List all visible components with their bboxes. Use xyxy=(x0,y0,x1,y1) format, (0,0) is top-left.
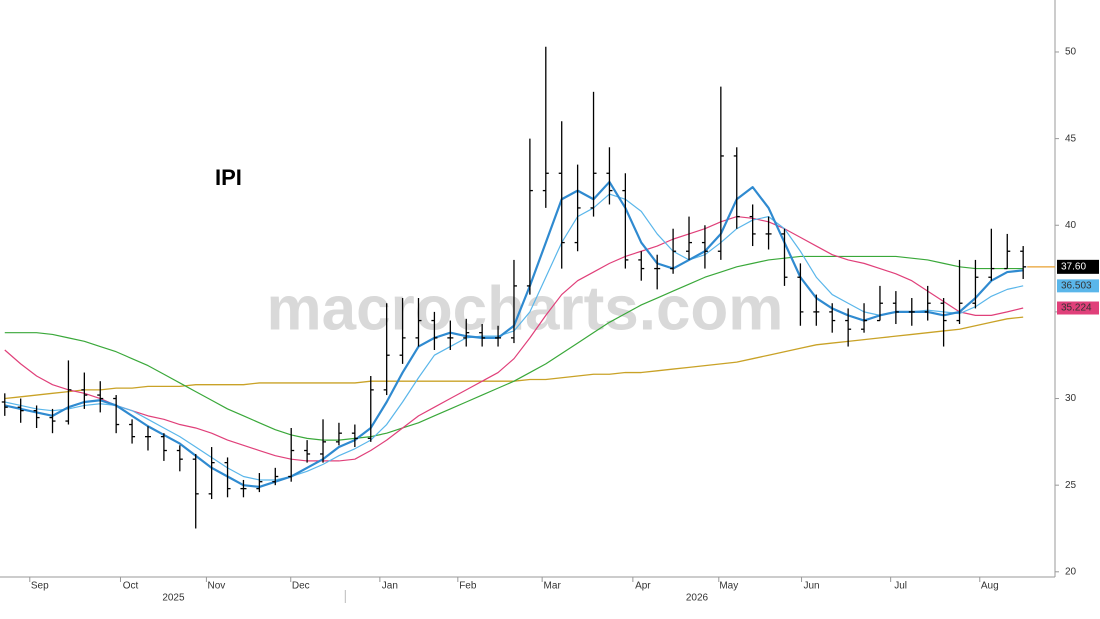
x-tick-label: Sep xyxy=(31,581,49,592)
year-label: 2025 xyxy=(162,593,185,604)
series-last-label: 36.503 xyxy=(1061,280,1092,291)
watermark-layer: macrocharts.com xyxy=(267,274,784,343)
y-tick-label: 30 xyxy=(1065,393,1077,404)
series-last-box xyxy=(1057,279,1099,293)
ma-line xyxy=(4,215,1024,462)
last-price-box xyxy=(1057,259,1099,274)
x-tick-label: Apr xyxy=(635,581,651,592)
x-tick-label: Jan xyxy=(382,581,398,592)
x-tick-label: Aug xyxy=(981,581,999,592)
chart-title: IPI xyxy=(215,165,242,190)
series-last-box xyxy=(1057,301,1099,315)
last-price-label: 37.60 xyxy=(1061,261,1086,272)
x-tick-label: Jun xyxy=(803,581,819,592)
x-tick-label: Nov xyxy=(208,581,226,592)
year-label: 2026 xyxy=(686,593,709,604)
ma-line xyxy=(4,255,1024,441)
y-tick-label: 50 xyxy=(1065,47,1077,58)
axes: 20253035404550SepOctNovDecJanFebMarAprMa… xyxy=(0,0,1099,604)
y-tick-label: 40 xyxy=(1065,220,1077,231)
y-tick-label: 45 xyxy=(1065,133,1077,144)
y-tick-label: 20 xyxy=(1065,566,1077,577)
watermark: macrocharts.com xyxy=(267,274,784,343)
ohlc-bars xyxy=(1,46,1027,529)
x-tick-label: Mar xyxy=(544,581,562,592)
y-tick-label: 25 xyxy=(1065,480,1077,491)
x-tick-label: Feb xyxy=(459,581,477,592)
series-last-label: 35.224 xyxy=(1061,303,1092,314)
x-tick-label: May xyxy=(719,581,738,592)
x-tick-label: Jul xyxy=(894,581,907,592)
x-tick-label: Dec xyxy=(292,581,310,592)
x-tick-label: Oct xyxy=(123,581,139,592)
